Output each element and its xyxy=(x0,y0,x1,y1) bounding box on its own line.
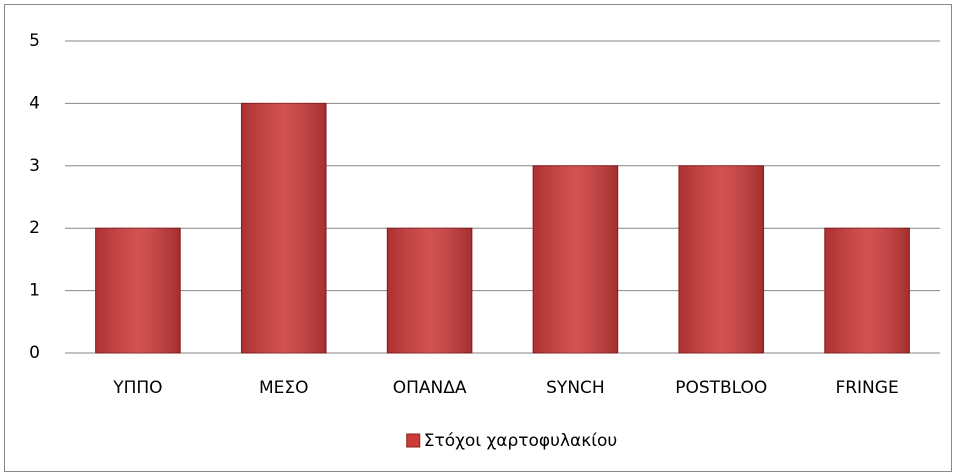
x-tick-label: FRINGE xyxy=(835,378,898,398)
bar xyxy=(240,102,327,354)
bar xyxy=(386,227,473,354)
y-tick-label: 2 xyxy=(29,218,40,238)
x-tick-label: SYNCH xyxy=(546,378,605,398)
legend-label: Στόχοι χαρτοφυλακίου xyxy=(424,431,618,451)
x-tick-label: POSTBLOO xyxy=(675,378,767,398)
x-tick-label: ΥΠΠΟ xyxy=(112,378,162,398)
y-tick-label: 5 xyxy=(29,31,40,51)
y-tick-label: 3 xyxy=(29,156,40,176)
y-tick-label: 0 xyxy=(29,343,40,363)
x-tick-label: ΜΕΣΟ xyxy=(259,378,309,398)
bar xyxy=(678,165,765,354)
legend-swatch xyxy=(406,433,421,448)
bar xyxy=(95,227,181,354)
bar xyxy=(532,165,619,354)
y-tick-label: 4 xyxy=(29,93,40,113)
x-tick-label: ΟΠΑΝΔΑ xyxy=(393,378,467,398)
y-tick-label: 1 xyxy=(29,281,40,301)
bar xyxy=(824,227,910,354)
